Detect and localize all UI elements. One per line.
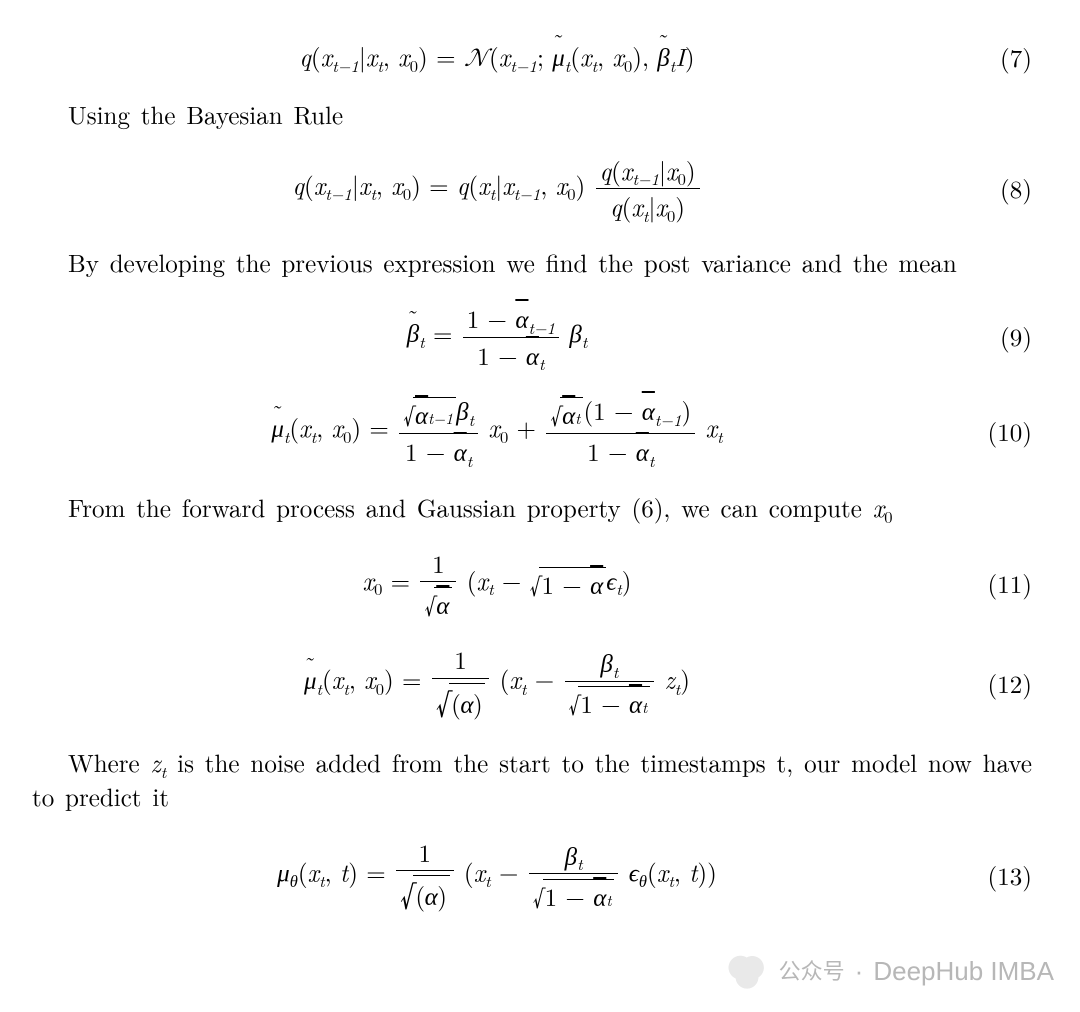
paragraph-3-prefix: From the forward process and Gaussian pr… [68, 490, 873, 525]
equation-12: ˜μt(xt, x0) = 1 √(α) (xt − βt √1 − αt zt… [32, 643, 1032, 724]
equation-11-number: (11) [962, 567, 1032, 601]
paragraph-4-prefix: Where [68, 745, 151, 780]
paragraph-3-symbol: x [873, 490, 885, 525]
equation-9: ˜βt = 1 − αt−1 1 − αt βt (9) [32, 302, 1032, 373]
paragraph-4-symbol: z [151, 745, 161, 780]
equation-10-body: ˜μt(xt, x0) = √αt−1βt 1 − αt x0 + √αt(1 … [32, 394, 962, 469]
paragraph-2-text: By developing the previous expression we… [68, 245, 957, 280]
equation-8: q(xt−1|xt, x0) = q(xt|xt−1, x0) q(xt−1|x… [32, 154, 1032, 225]
paragraph-3-symbol-sub: 0 [884, 504, 892, 528]
equation-7: q(xt−1|xt, x0) = 𝒩(xt−1; ˜μt(xt, x0), ˜β… [32, 40, 1032, 76]
equation-11-body: x0 = 1 √α (xt − √1 − αϵt) [32, 547, 962, 622]
paragraph-4-symbol-sub: t [161, 759, 166, 783]
watermark: 公众号 · DeepHub IMBA [725, 950, 1054, 994]
watermark-dot: · [855, 954, 864, 989]
wechat-icon [725, 950, 769, 994]
equation-10: ˜μt(xt, x0) = √αt−1βt 1 − αt x0 + √αt(1 … [32, 394, 1032, 469]
equation-11: x0 = 1 √α (xt − √1 − αϵt) (11) [32, 547, 1032, 622]
equation-12-number: (12) [962, 667, 1032, 701]
equation-13: μθ(xt, t) = 1 √(α) (xt − βt √1 − αt ϵθ(x… [32, 836, 1032, 917]
equation-13-body: μθ(xt, t) = 1 √(α) (xt − βt √1 − αt ϵθ(x… [32, 836, 962, 917]
equation-8-body: q(xt−1|xt, x0) = q(xt|xt−1, x0) q(xt−1|x… [32, 154, 962, 225]
watermark-en: DeepHub IMBA [873, 954, 1054, 989]
watermark-cn: 公众号 [779, 957, 845, 987]
paragraph-4-rest: is the noise added from the start to the… [32, 745, 1032, 814]
equation-13-number: (13) [962, 859, 1032, 893]
paragraph-1: Using the Bayesian Rule [68, 98, 1032, 132]
equation-7-body: q(xt−1|xt, x0) = 𝒩(xt−1; ˜μt(xt, x0), ˜β… [32, 40, 962, 76]
equation-9-body: ˜βt = 1 − αt−1 1 − αt βt [32, 302, 962, 373]
equation-9-number: (9) [962, 320, 1032, 354]
paragraph-4: Where zt is the noise added from the sta… [32, 746, 1032, 814]
equation-7-number: (7) [962, 41, 1032, 75]
equation-10-number: (10) [962, 415, 1032, 449]
page: q(xt−1|xt, x0) = 𝒩(xt−1; ˜μt(xt, x0), ˜β… [0, 0, 1080, 1012]
equation-8-number: (8) [962, 172, 1032, 206]
paragraph-2: By developing the previous expression we… [32, 246, 1032, 280]
equation-12-body: ˜μt(xt, x0) = 1 √(α) (xt − βt √1 − αt zt… [32, 643, 962, 724]
paragraph-3: From the forward process and Gaussian pr… [68, 491, 1032, 525]
